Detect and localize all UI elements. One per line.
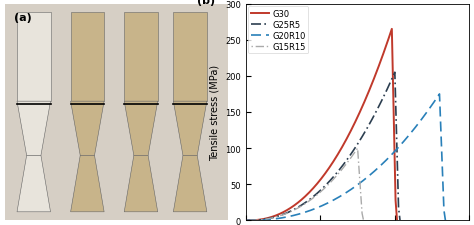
G15R15 — [333, 176, 338, 178]
G30 — [308, 190, 313, 193]
Polygon shape — [71, 156, 104, 212]
G20R10 — [252, 219, 258, 222]
G25R5 — [294, 206, 300, 209]
G30 — [394, 219, 400, 222]
Polygon shape — [17, 102, 51, 156]
G25R5 — [243, 219, 249, 222]
G15R15 — [266, 217, 272, 220]
G30 — [360, 104, 366, 107]
Line: G20R10: G20R10 — [246, 94, 446, 220]
Line: G30: G30 — [246, 30, 397, 220]
G15R15 — [243, 219, 249, 222]
Text: (b): (b) — [197, 0, 215, 6]
Line: G25R5: G25R5 — [246, 73, 400, 220]
G30 — [243, 219, 249, 222]
G15R15 — [361, 219, 366, 222]
Polygon shape — [71, 102, 104, 156]
Legend: G30, G25R5, G20R10, G15R15: G30, G25R5, G20R10, G15R15 — [248, 7, 309, 54]
Polygon shape — [173, 13, 207, 102]
Polygon shape — [124, 13, 158, 102]
Line: G15R15: G15R15 — [246, 148, 364, 220]
G25R5 — [392, 72, 398, 74]
G20R10 — [310, 208, 316, 211]
G25R5 — [309, 197, 314, 199]
G20R10 — [305, 210, 311, 213]
G20R10 — [328, 200, 334, 203]
G20R10 — [283, 216, 289, 218]
G30 — [293, 202, 299, 205]
Polygon shape — [124, 156, 158, 212]
Text: (a): (a) — [14, 13, 31, 23]
G20R10 — [443, 219, 448, 222]
G20R10 — [437, 93, 442, 96]
Polygon shape — [17, 156, 51, 212]
G25R5 — [291, 208, 297, 211]
G30 — [290, 205, 296, 208]
G30 — [389, 28, 395, 31]
G25R5 — [274, 215, 280, 218]
G25R5 — [250, 219, 256, 222]
G20R10 — [243, 219, 249, 222]
Polygon shape — [173, 156, 207, 212]
Polygon shape — [124, 102, 158, 156]
G25R5 — [363, 130, 368, 133]
G15R15 — [279, 214, 284, 217]
Polygon shape — [17, 13, 51, 102]
G20R10 — [398, 143, 404, 146]
Polygon shape — [71, 13, 104, 102]
G15R15 — [355, 147, 360, 150]
G25R5 — [397, 219, 403, 222]
G15R15 — [292, 208, 298, 211]
Y-axis label: Tensile stress (MPa): Tensile stress (MPa) — [210, 65, 219, 160]
G30 — [250, 219, 256, 222]
G15R15 — [282, 213, 287, 216]
Polygon shape — [173, 102, 207, 156]
G15R15 — [248, 219, 254, 222]
G30 — [273, 214, 279, 217]
